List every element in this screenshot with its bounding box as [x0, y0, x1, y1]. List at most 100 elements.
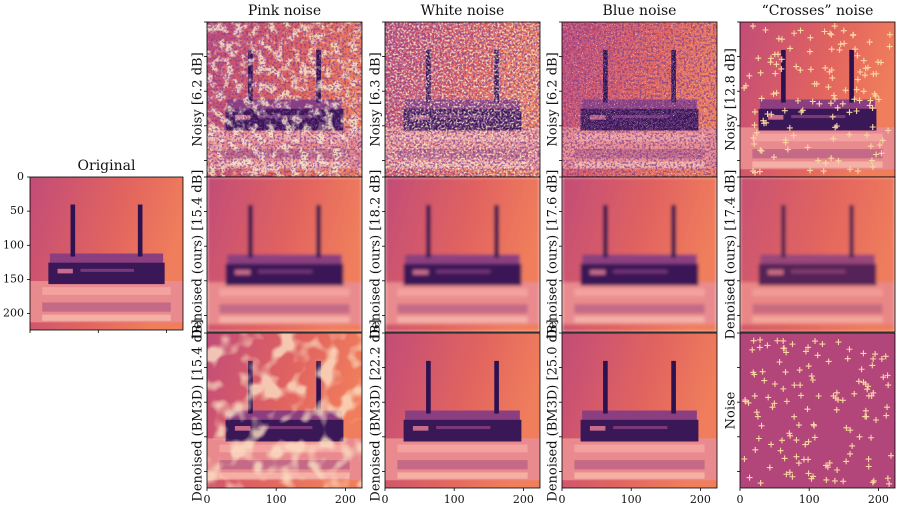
cross	[851, 390, 858, 397]
cross	[782, 139, 789, 146]
cross	[826, 68, 833, 75]
base-stripe	[752, 316, 883, 323]
noise-overlay	[207, 333, 362, 488]
cross	[815, 157, 822, 164]
scene	[562, 333, 717, 488]
router-body	[758, 263, 877, 286]
x-tick-label: 200	[690, 493, 711, 506]
cross	[830, 92, 837, 99]
antenna	[849, 204, 854, 258]
x-tick-label: 0	[204, 493, 211, 506]
cross	[833, 389, 840, 396]
cross	[805, 470, 812, 477]
cross	[766, 464, 773, 471]
cross	[780, 345, 787, 352]
router-label	[80, 268, 135, 272]
cross	[749, 346, 756, 353]
cross	[782, 369, 789, 376]
cross	[742, 82, 749, 89]
base-stripe	[42, 314, 171, 321]
scene	[740, 22, 895, 177]
cross	[860, 350, 867, 357]
cross	[830, 135, 837, 142]
router-body	[758, 108, 877, 131]
image-panel	[207, 333, 362, 488]
cross	[828, 46, 835, 53]
router-top	[582, 410, 697, 422]
image-panel	[385, 177, 540, 332]
cross	[787, 432, 794, 439]
cross	[820, 168, 827, 175]
antenna	[781, 204, 786, 258]
cross	[812, 338, 819, 345]
cross	[839, 100, 846, 107]
cross	[755, 55, 762, 62]
cross	[777, 447, 784, 454]
cross	[868, 157, 875, 164]
panel-frame	[384, 332, 541, 489]
cross	[884, 475, 891, 482]
cross	[797, 27, 804, 34]
row-label: Noise	[724, 391, 739, 429]
cross	[775, 51, 782, 58]
cross	[773, 61, 780, 68]
cross	[884, 372, 891, 379]
router-label	[613, 270, 668, 274]
base-stripe	[397, 472, 528, 479]
cross	[804, 406, 811, 413]
cross	[757, 336, 764, 343]
cross	[823, 476, 830, 483]
scene	[385, 177, 540, 332]
x-tick-label: 100	[266, 493, 287, 506]
cross	[866, 39, 873, 46]
router-top	[582, 254, 697, 266]
cross	[810, 473, 817, 480]
panel-frame	[739, 332, 896, 489]
cross	[770, 90, 777, 97]
cross	[862, 72, 869, 79]
cross	[776, 358, 783, 365]
cross	[807, 34, 814, 41]
base-stripe	[397, 316, 528, 323]
router-light	[57, 268, 73, 274]
cross	[749, 23, 756, 30]
x-tick-label: 100	[621, 493, 642, 506]
base-stripe	[42, 287, 171, 295]
cross	[858, 366, 865, 373]
router-top	[760, 99, 875, 111]
cross	[813, 80, 820, 87]
row-label: Denoised (BM3D) [22.2 dB]	[369, 319, 384, 501]
cross	[811, 434, 818, 441]
noise-overlay	[562, 22, 717, 177]
cross	[804, 144, 811, 151]
cross	[836, 46, 843, 53]
cross	[761, 377, 768, 384]
cross	[758, 422, 765, 429]
cross	[750, 369, 757, 376]
cross	[773, 89, 780, 96]
cross	[800, 456, 807, 463]
cross	[761, 120, 768, 127]
router-body	[48, 262, 165, 285]
cross	[886, 480, 893, 487]
cross	[778, 56, 785, 63]
cross	[886, 31, 893, 38]
cross	[878, 150, 885, 157]
cross	[764, 342, 771, 349]
cross	[786, 469, 793, 476]
base-stripe	[397, 460, 528, 470]
cross	[832, 395, 839, 402]
antenna	[671, 360, 676, 414]
cross	[854, 76, 861, 83]
base-stripe	[574, 304, 705, 314]
cross	[755, 435, 762, 442]
base-stripe	[752, 133, 883, 142]
cross	[869, 362, 876, 369]
panel-frame	[206, 176, 363, 333]
cross	[867, 97, 874, 104]
cross	[829, 113, 836, 120]
base-stripe	[219, 288, 350, 297]
cross	[843, 458, 850, 465]
cross	[789, 473, 796, 480]
cross	[862, 65, 869, 72]
